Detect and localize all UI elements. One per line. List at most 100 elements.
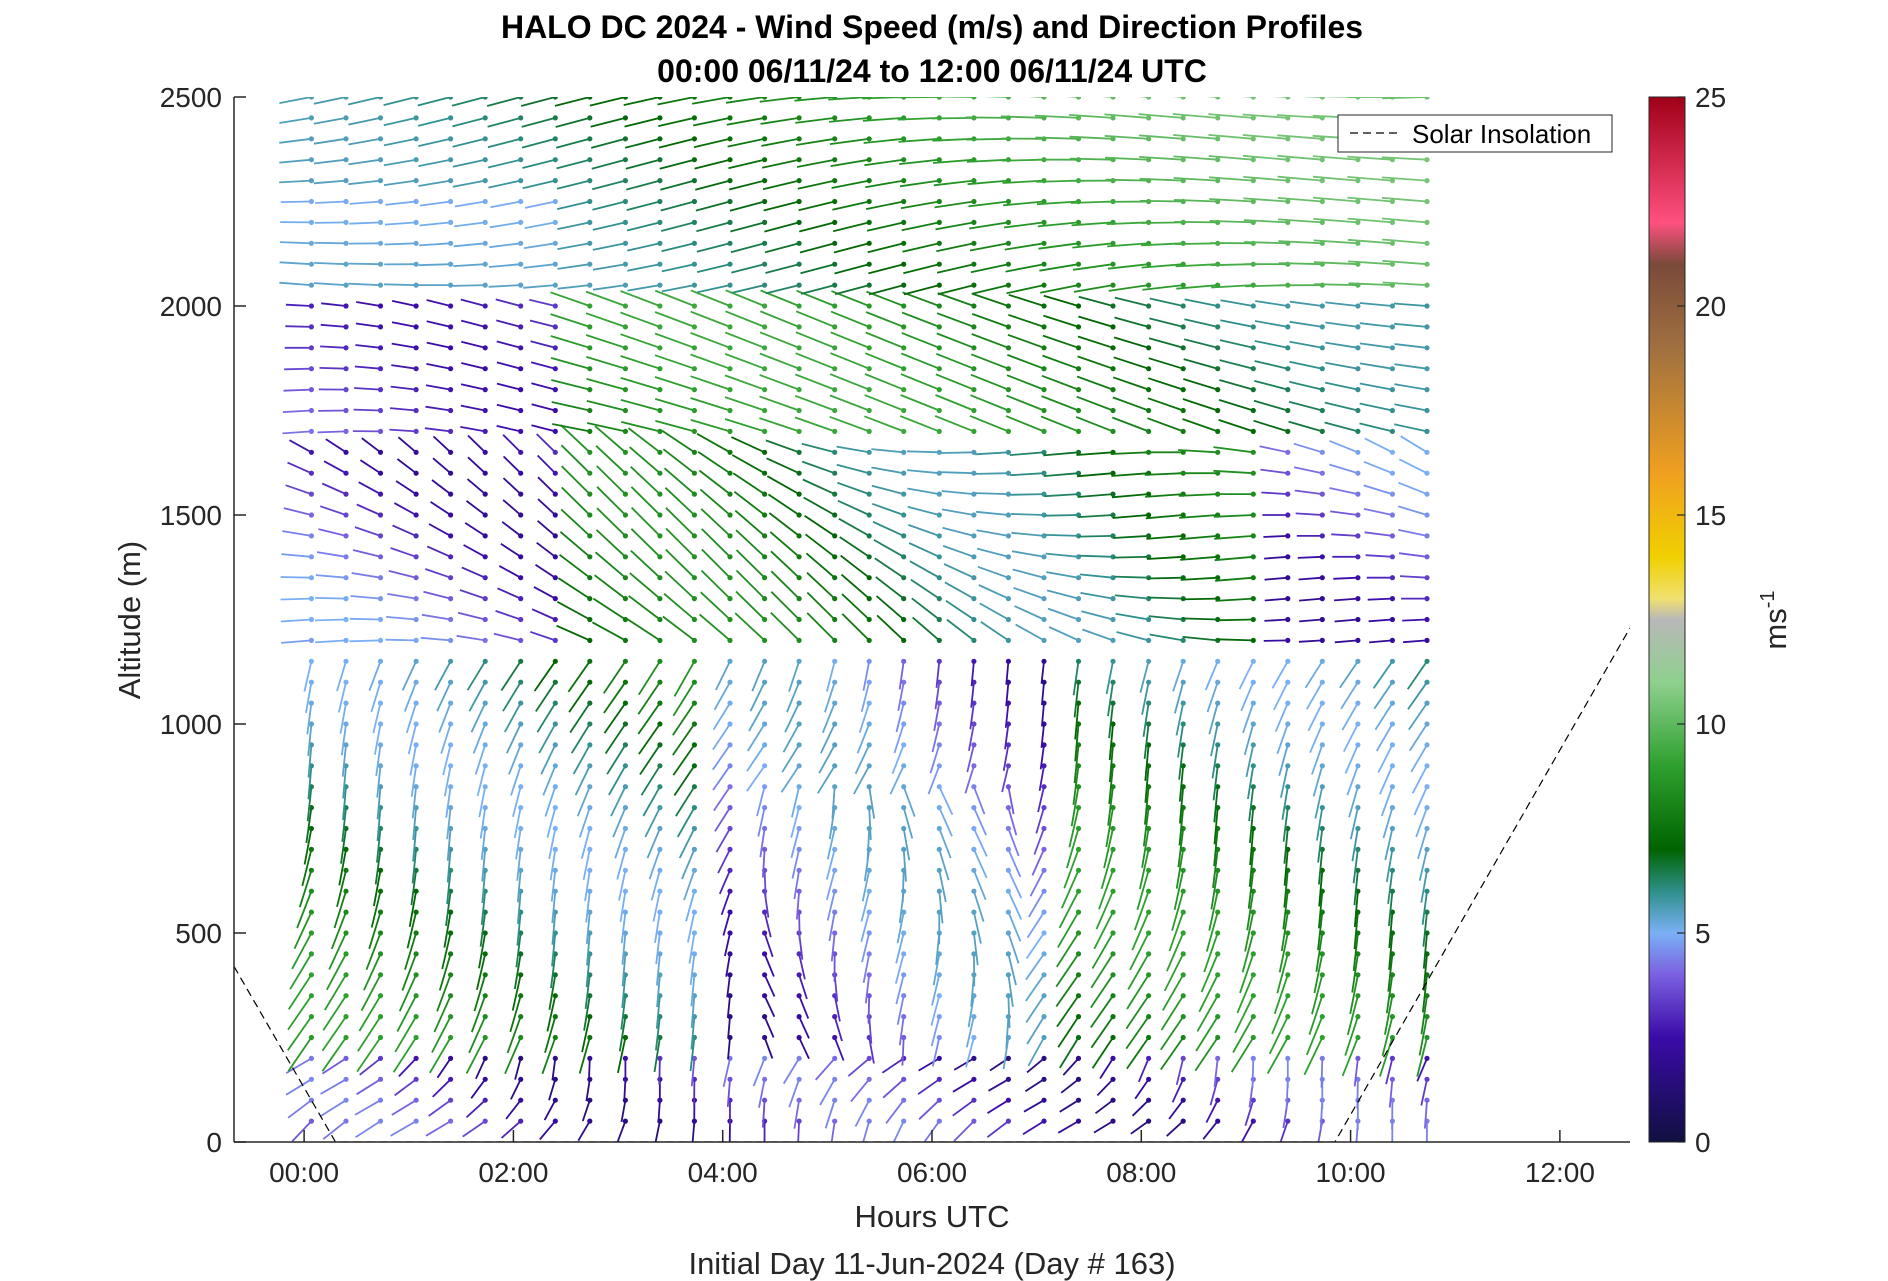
wind-vector-head — [377, 909, 384, 915]
wind-vector-shaft — [1388, 1079, 1394, 1108]
wind-vector-shaft — [628, 595, 661, 621]
wind-vector-head — [1041, 825, 1047, 832]
wind-vector-shaft — [508, 744, 522, 775]
wind-vector-head — [552, 763, 558, 769]
wind-vector-shaft — [592, 284, 626, 291]
wind-vector-head — [308, 303, 314, 309]
wind-vector-head — [657, 679, 663, 685]
wind-vector-shaft — [1160, 995, 1184, 1031]
wind-vector-shaft — [1289, 360, 1323, 370]
wind-vector-head — [622, 407, 629, 414]
wind-vector-shaft — [630, 549, 661, 579]
wind-vector-shaft — [1108, 703, 1114, 739]
wind-vector-head — [622, 1034, 629, 1041]
wind-vector-head — [796, 1097, 802, 1103]
wind-vector-shaft — [1278, 240, 1323, 245]
wind-vector-shaft — [342, 786, 347, 821]
wind-vector-head — [308, 136, 314, 142]
wind-vector-head — [657, 825, 663, 832]
wind-vector-head — [866, 1055, 872, 1061]
wind-vector-head — [622, 637, 629, 644]
wind-vector-shaft — [1173, 134, 1218, 140]
wind-vector-head — [901, 282, 907, 288]
wind-vector-head — [691, 345, 698, 351]
wind-vector-shaft — [1318, 870, 1324, 907]
wind-vector-shaft — [395, 480, 417, 495]
wind-vector-head — [832, 742, 838, 748]
wind-vector-head — [1355, 596, 1361, 602]
wind-vector-shaft — [653, 1037, 661, 1073]
wind-vector-head — [1180, 951, 1186, 957]
wind-vector-shaft — [1148, 377, 1184, 391]
wind-vector-head — [1110, 700, 1116, 706]
wind-vector-shaft — [585, 912, 591, 944]
wind-vector-head — [1355, 1034, 1361, 1041]
wind-vector-shaft — [1178, 744, 1185, 780]
wind-vector-head — [448, 157, 454, 163]
wind-vector-shaft — [368, 660, 382, 692]
wind-vector-head — [343, 658, 349, 664]
wind-vector-shaft — [603, 702, 627, 734]
wind-vector-shaft — [898, 137, 940, 143]
wind-vector-shaft — [1010, 472, 1045, 477]
wind-vector-head — [1319, 491, 1325, 497]
wind-vector-shaft — [624, 137, 661, 149]
wind-vector-head — [1041, 575, 1047, 581]
wind-vector-head — [1285, 345, 1291, 351]
wind-vector-head — [1424, 784, 1430, 790]
wind-vector-shaft — [452, 137, 486, 148]
wind-vector-shaft — [620, 995, 627, 1030]
wind-vector-shaft — [1040, 415, 1079, 433]
wind-vector-shaft — [1039, 744, 1045, 770]
wind-vector-shaft — [831, 786, 836, 819]
wind-vector-shaft — [836, 481, 870, 495]
wind-vector-shaft — [1116, 631, 1149, 642]
wind-vector-head — [1005, 637, 1012, 644]
wind-vector-shaft — [585, 1079, 591, 1102]
wind-vector-head — [1355, 1076, 1361, 1082]
wind-vector-shaft — [389, 428, 417, 433]
wind-vector-head — [308, 449, 314, 455]
wind-vector-head — [1005, 324, 1012, 330]
wind-vector-shaft — [419, 221, 451, 227]
wind-vector-shaft — [489, 242, 521, 249]
wind-vector-shaft — [430, 501, 452, 516]
wind-vector-shaft — [673, 660, 696, 697]
wind-vector-head — [762, 407, 768, 414]
wind-vector-head — [343, 1055, 349, 1061]
wind-vector-head — [1319, 136, 1325, 142]
wind-vector-shaft — [746, 765, 766, 792]
wind-vector-head — [901, 240, 907, 246]
wind-vector-shaft — [1076, 375, 1114, 391]
wind-vector-head — [1075, 825, 1082, 832]
wind-vector-head — [482, 825, 488, 832]
wind-vector-shaft — [1240, 681, 1255, 712]
wind-vector-shaft — [1035, 136, 1079, 140]
wind-vector-shaft — [465, 1099, 486, 1119]
wind-vector-shaft — [1213, 446, 1254, 454]
wind-vector-shaft — [638, 660, 661, 696]
wind-vector-shaft — [866, 221, 904, 232]
wind-vector-shaft — [426, 363, 451, 370]
wind-vector-shaft — [1111, 493, 1149, 499]
wind-vector-shaft — [829, 415, 870, 433]
wind-vector-head — [1250, 596, 1256, 602]
wind-vector-shaft — [1070, 786, 1080, 827]
wind-vector-head — [901, 825, 907, 832]
wind-vector-shaft — [766, 475, 800, 495]
wind-vector-shaft — [315, 597, 347, 600]
wind-vector-head — [518, 491, 524, 497]
wind-vector-shaft — [1038, 242, 1079, 250]
wind-vector-head — [377, 679, 384, 685]
x-axis-label: Hours UTC — [854, 1199, 1009, 1234]
wind-vector-shaft — [1324, 421, 1359, 433]
wind-vector-shaft — [474, 744, 487, 775]
wind-vector-head — [482, 658, 488, 664]
wind-vector-head — [343, 888, 349, 894]
wind-vector-head — [762, 97, 768, 100]
wind-vector-head — [936, 1034, 942, 1041]
wind-vector-shaft — [1072, 263, 1114, 271]
wind-vector-head — [657, 115, 663, 121]
wind-vector-shaft — [654, 354, 695, 370]
wind-vector-head — [1215, 1118, 1221, 1124]
